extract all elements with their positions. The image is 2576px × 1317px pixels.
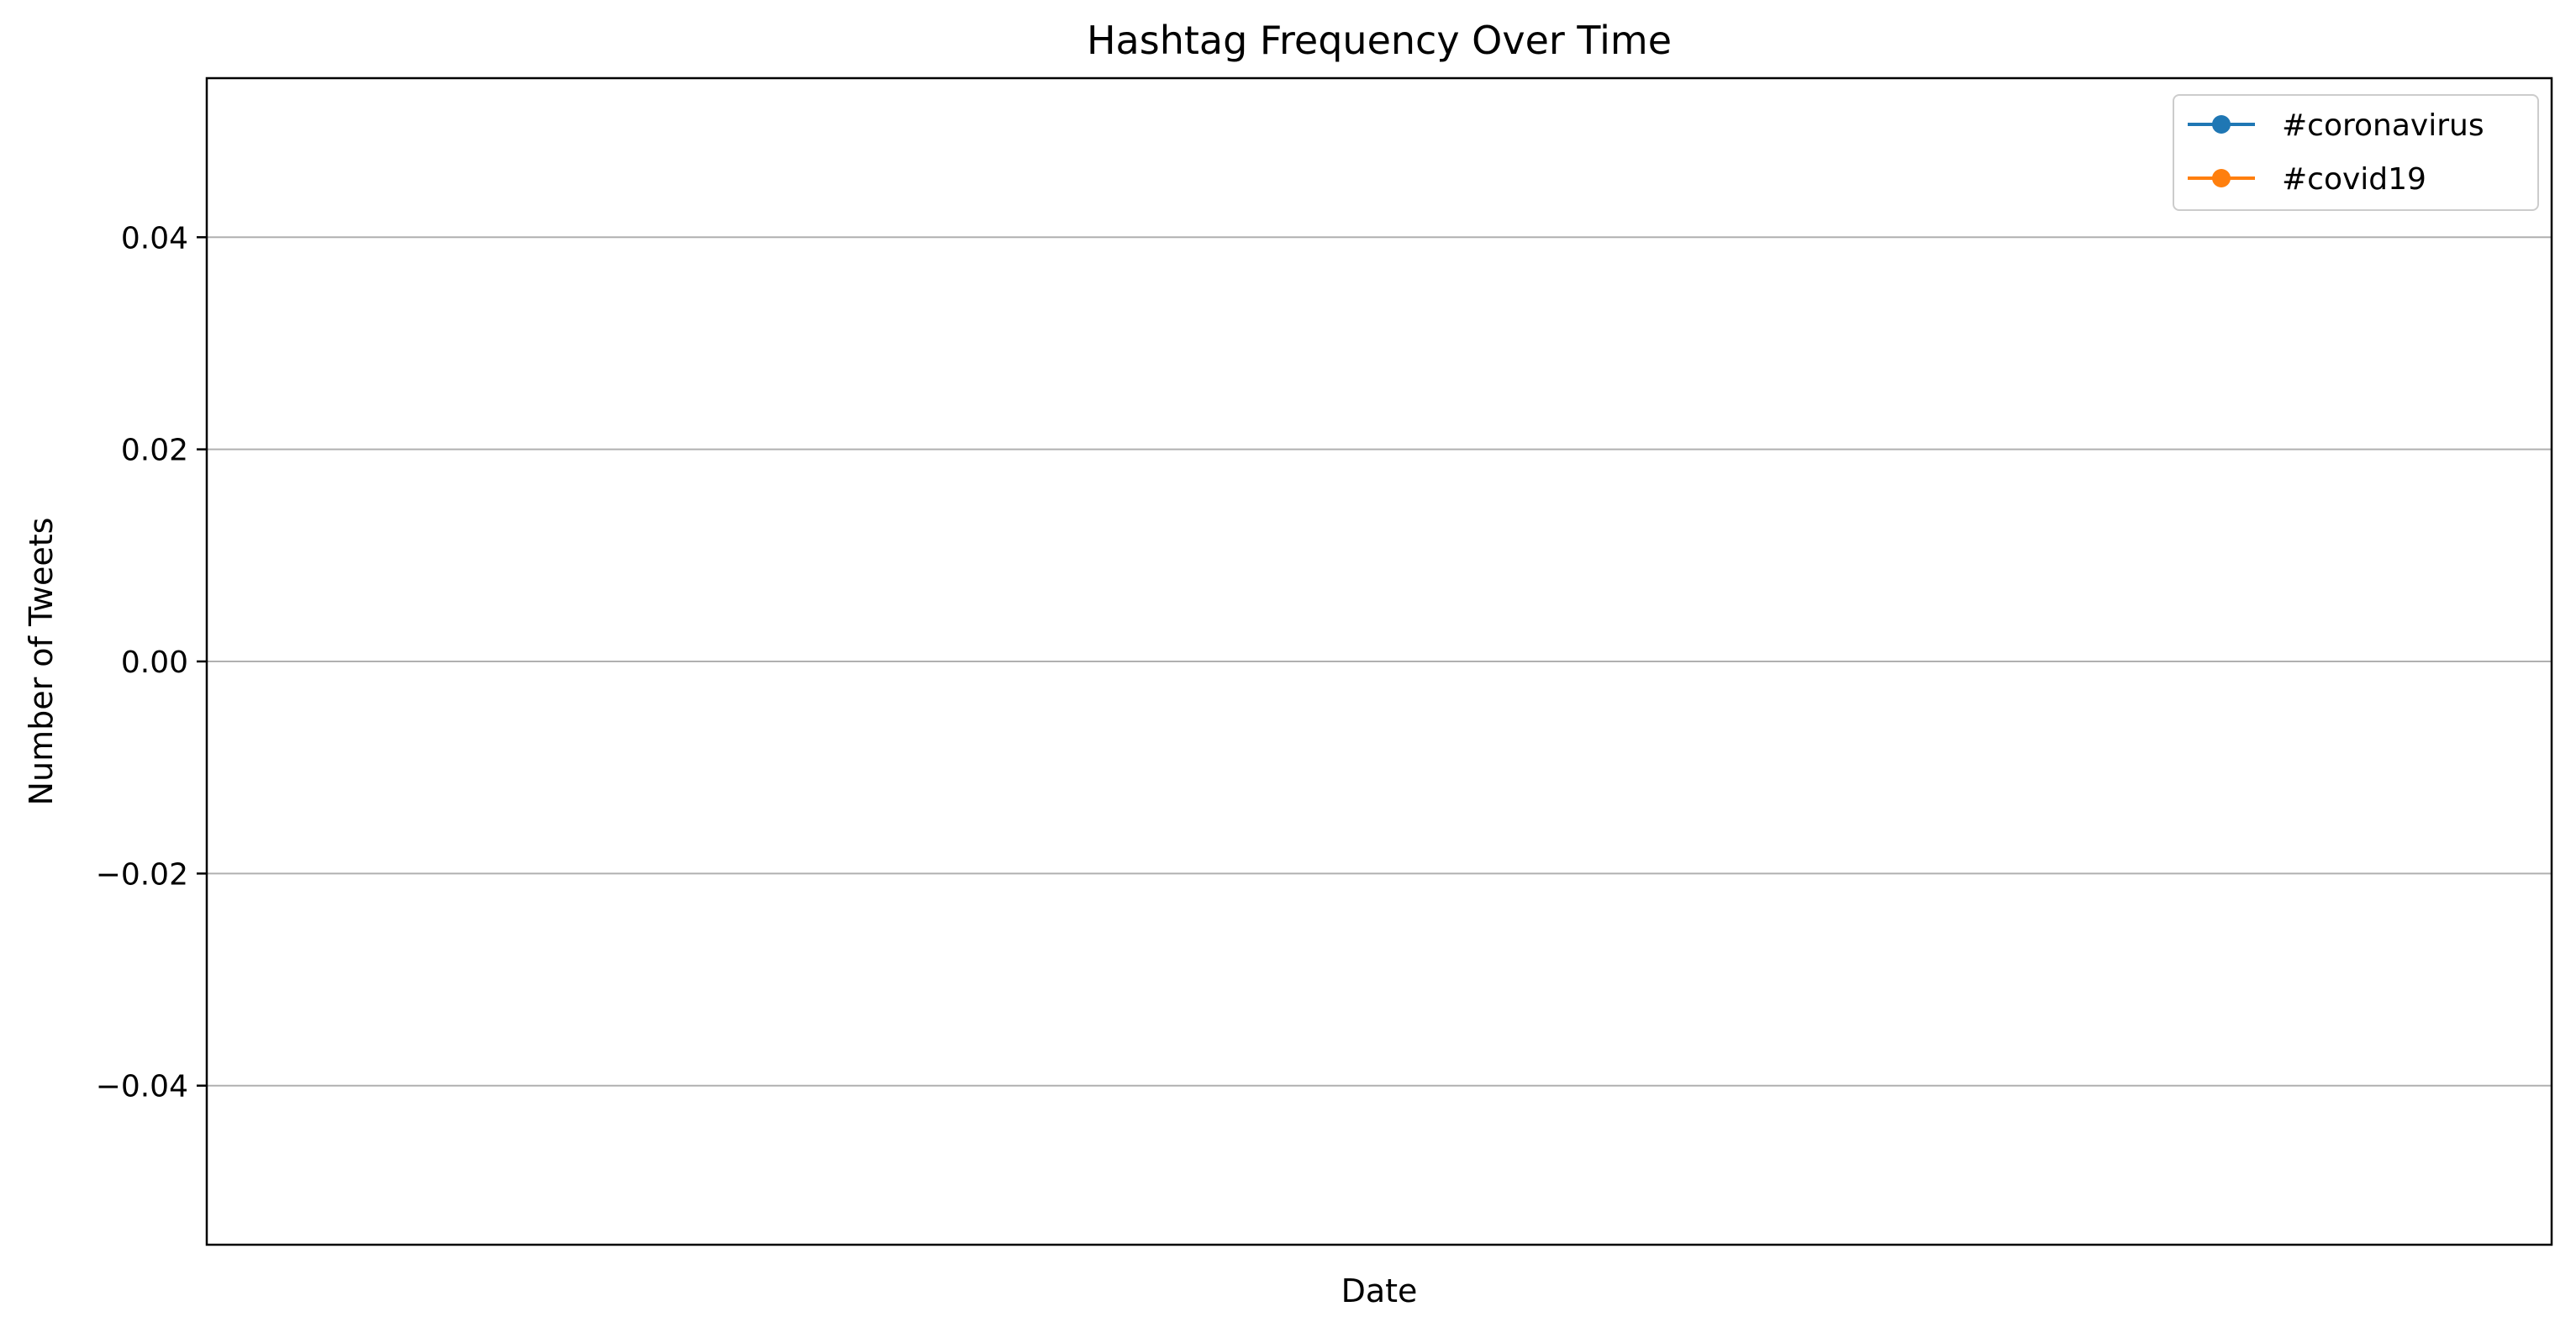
- legend-label: #coronavirus: [2282, 108, 2484, 143]
- grid-lines: [207, 236, 2552, 1087]
- y-axis: −0.04 −0.02 0.00 0.02 0.04: [96, 221, 207, 1104]
- legend-item: #covid19: [2188, 162, 2426, 197]
- plot-area: [205, 76, 2553, 1246]
- legend-box: [2173, 94, 2539, 211]
- y-tick-label: 0.04: [121, 221, 188, 255]
- x-axis-label: Date: [1341, 1272, 1418, 1309]
- y-tick-label: 0.00: [121, 645, 188, 680]
- y-tick-label: −0.04: [96, 1070, 188, 1104]
- legend-marker: [2212, 115, 2231, 134]
- legend: #coronavirus #covid19: [2173, 94, 2539, 211]
- legend-label: #covid19: [2282, 162, 2426, 197]
- legend-item: #coronavirus: [2188, 108, 2484, 143]
- legend-marker: [2212, 169, 2231, 187]
- chart-title: Hashtag Frequency Over Time: [1087, 18, 1672, 63]
- y-axis-label: Number of Tweets: [23, 518, 60, 806]
- y-tick-label: 0.02: [121, 434, 188, 468]
- y-tick-label: −0.02: [96, 857, 188, 892]
